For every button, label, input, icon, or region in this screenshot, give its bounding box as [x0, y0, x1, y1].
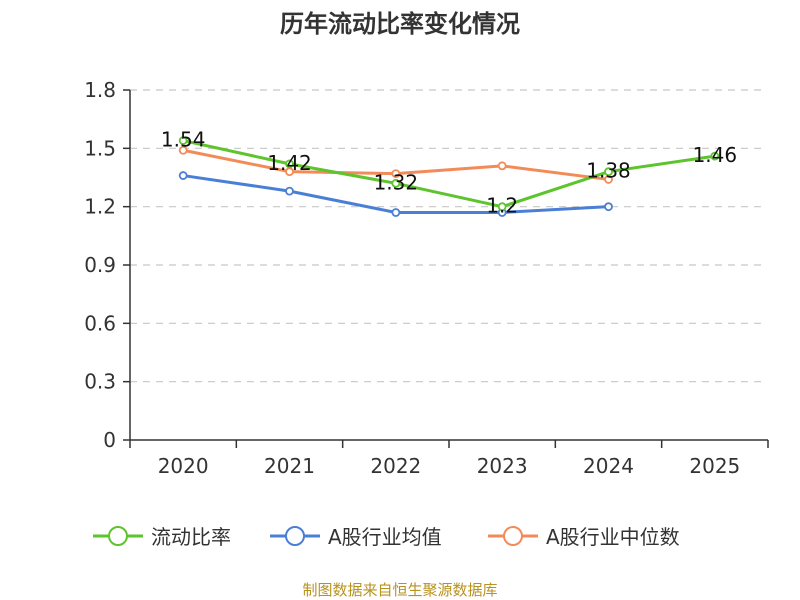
legend-label: A股行业均值 [328, 525, 442, 549]
legend-marker-icon [503, 526, 523, 546]
data-point [497, 202, 507, 212]
data-label: 1.2 [486, 194, 518, 218]
x-tick-label: 2022 [370, 454, 421, 478]
chart-title: 历年流动比率变化情况 [280, 10, 520, 38]
legend-item[interactable]: A股行业均值 [270, 525, 442, 549]
source-note: 制图数据来自恒生聚源数据库 [302, 581, 497, 599]
data-point [178, 145, 188, 155]
data-point [604, 167, 613, 177]
data-point [285, 159, 294, 169]
data-label: 1.54 [161, 128, 206, 152]
x-tick-label: 2025 [689, 454, 740, 478]
legend-label: 流动比率 [151, 525, 231, 549]
legend-marker-icon [108, 526, 128, 546]
y-tick-label: 0.9 [84, 253, 116, 277]
data-label: 1.46 [693, 143, 738, 167]
y-tick-label: 0 [103, 428, 116, 452]
x-tick-label: 2020 [158, 454, 209, 478]
data-point [604, 202, 613, 212]
x-tick-label: 2021 [264, 454, 315, 478]
data-labels: 1.54 1.42 1.32 1.2 1.38 1.46 [161, 128, 737, 218]
data-point [391, 208, 401, 217]
data-label: 1.32 [374, 170, 419, 194]
y-tick-label: 1.8 [84, 78, 116, 102]
axes: 0 0.3 0.6 0.9 1.2 1.5 1.8 2020 2021 2022 2023 2024 2… [84, 78, 769, 478]
data-point [497, 161, 507, 171]
data-label: 1.38 [586, 159, 631, 183]
legend-item[interactable]: 流动比率 [93, 525, 231, 549]
data-point [710, 151, 720, 161]
data-point [178, 171, 188, 180]
data-point [285, 186, 294, 196]
y-tick-label: 0.6 [84, 311, 116, 335]
x-tick-label: 2024 [583, 454, 634, 478]
data-label: 1.42 [267, 151, 312, 175]
legend[interactable]: 流动比率 A股行业均值 A股行业中位数 [93, 525, 680, 549]
data-point [178, 136, 188, 145]
legend-item[interactable]: A股行业中位数 [488, 525, 680, 549]
series-line-0 [182, 139, 716, 209]
y-tick-label: 1.2 [84, 195, 116, 219]
y-tick-label: 0.3 [84, 370, 116, 394]
grid-lines [130, 89, 762, 383]
legend-label: A股行业中位数 [546, 525, 680, 549]
series-layer [178, 136, 720, 217]
y-tick-label: 1.5 [84, 136, 116, 160]
data-point [391, 169, 401, 179]
data-point [391, 178, 401, 188]
x-tick-label: 2023 [477, 454, 528, 478]
legend-marker-icon [285, 526, 305, 546]
